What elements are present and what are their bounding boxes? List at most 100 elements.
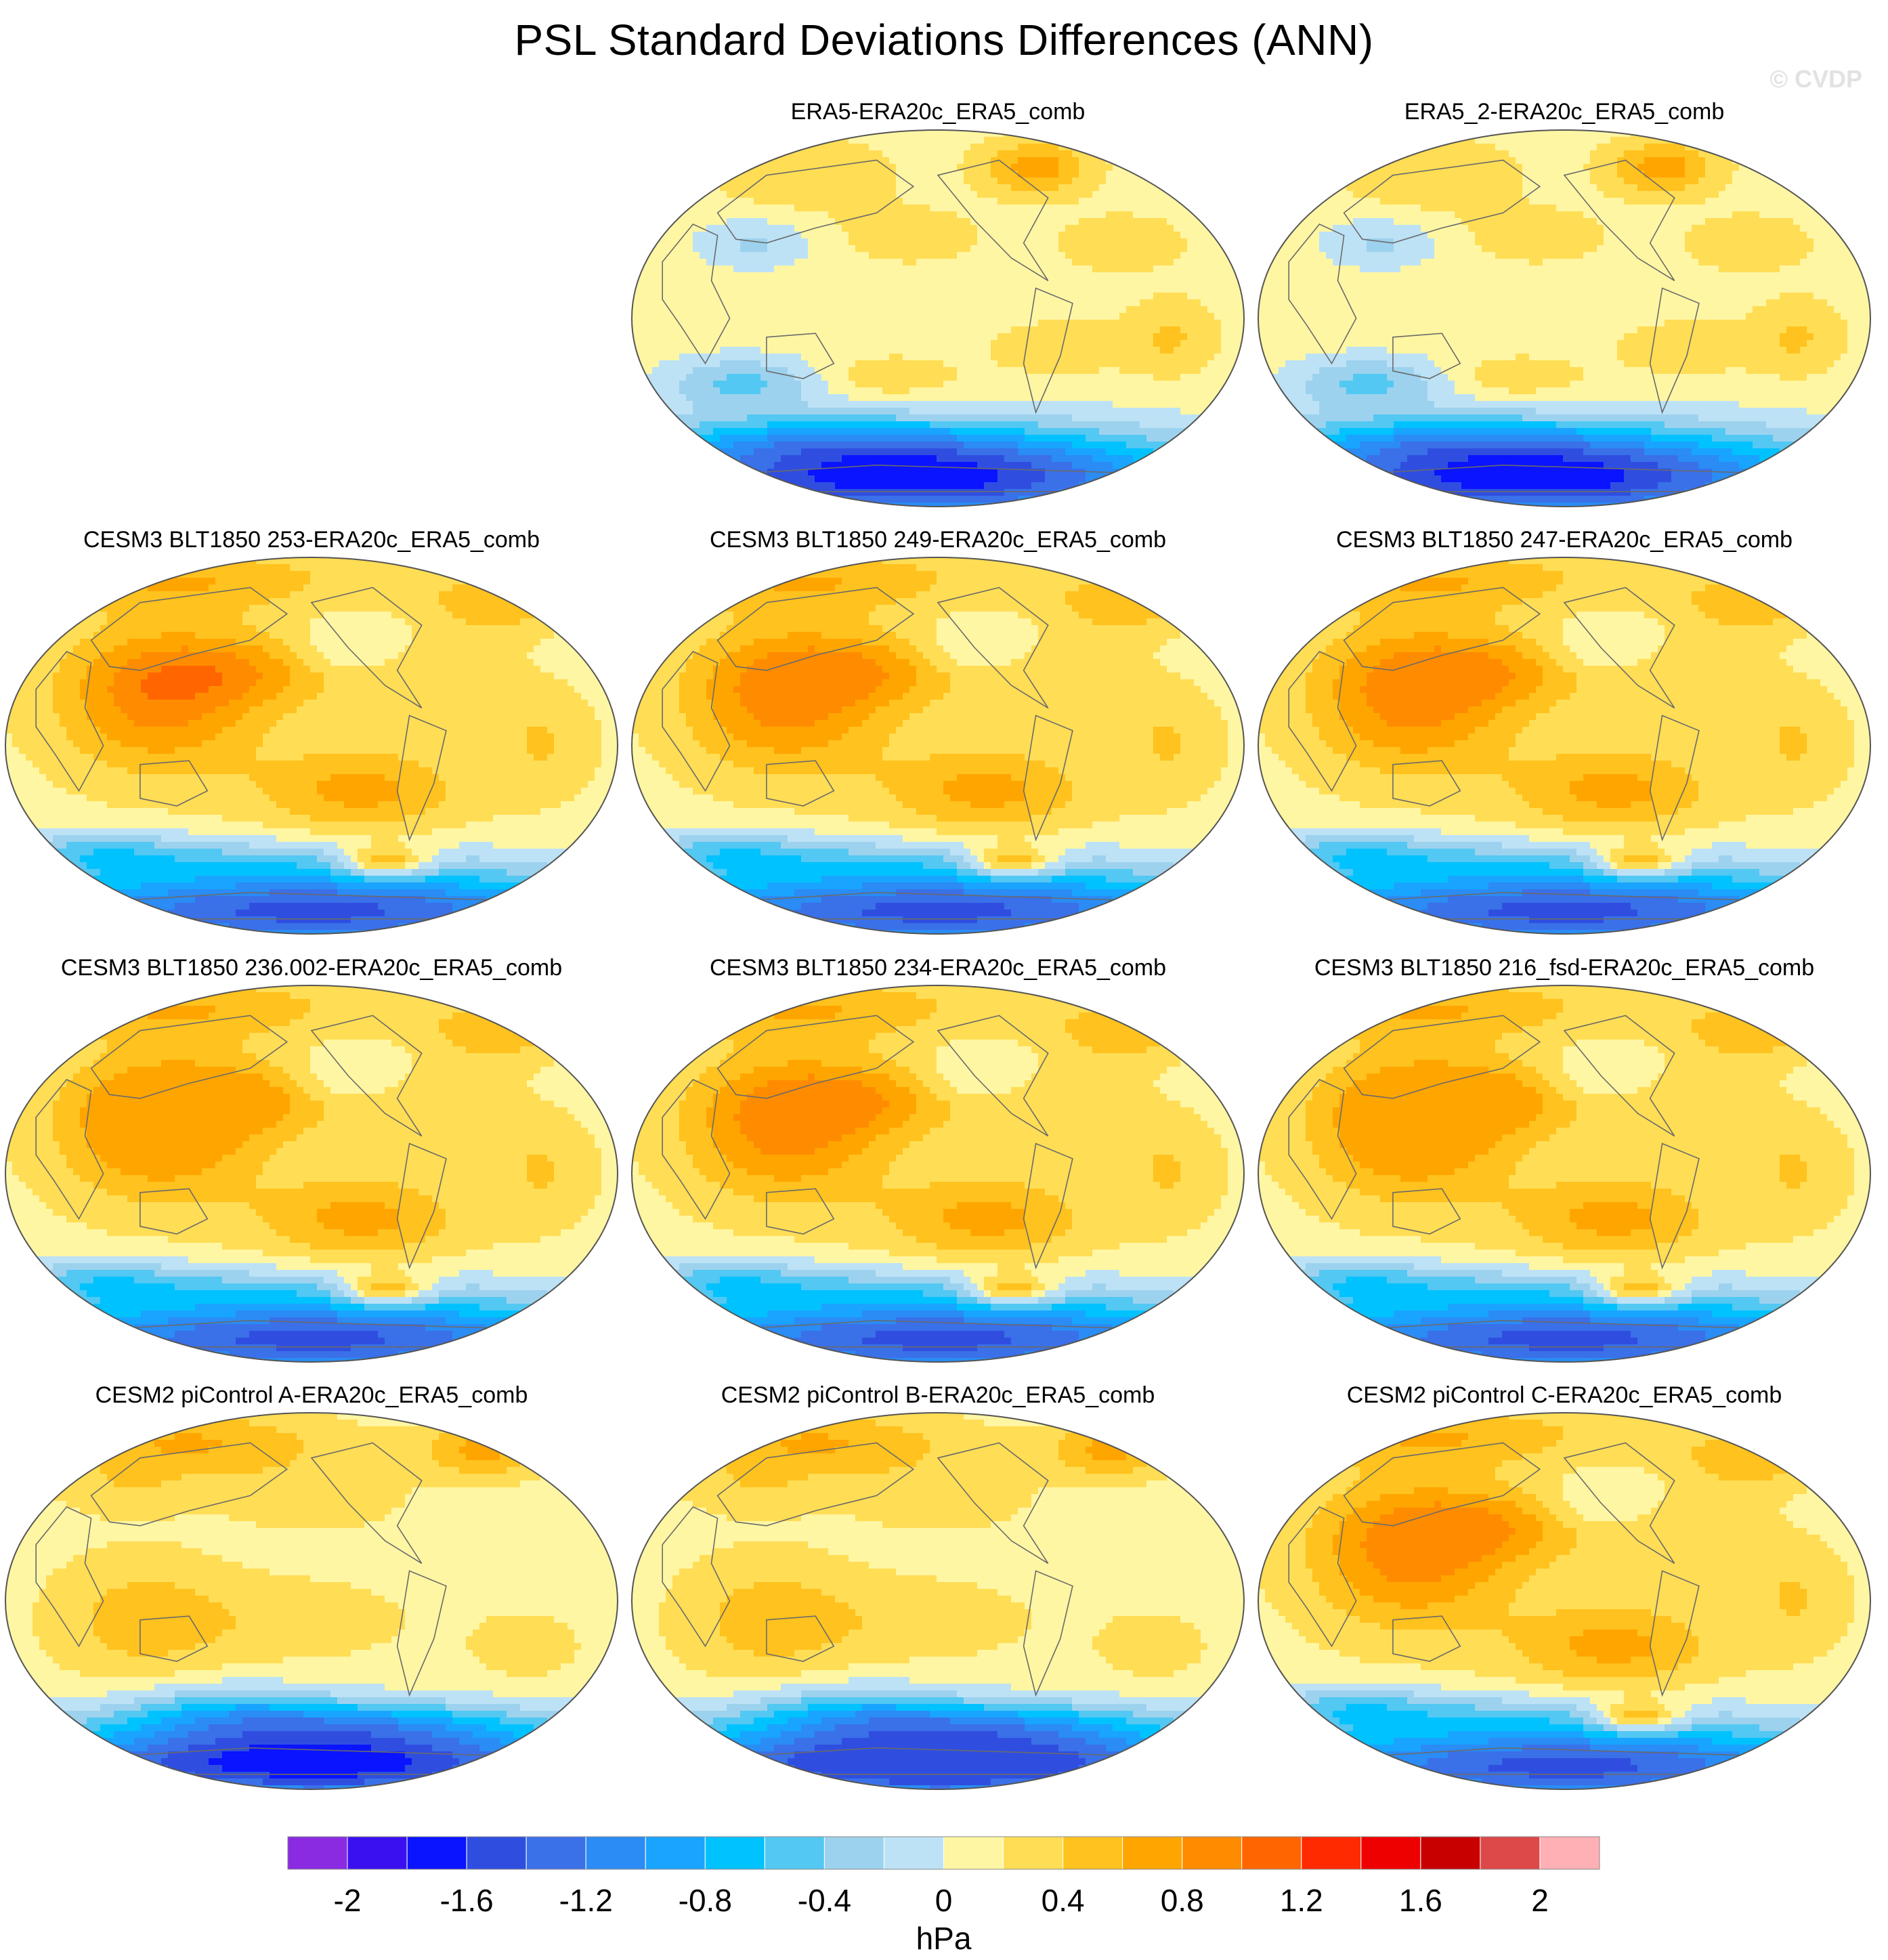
- heat-cell: [815, 265, 822, 273]
- heat-cell: [1133, 184, 1140, 192]
- heat-cell: [862, 279, 870, 286]
- heat-cell: [1119, 265, 1127, 273]
- heat-cell: [849, 279, 856, 286]
- heat-cell: [727, 401, 734, 408]
- heat-cell: [720, 225, 727, 232]
- heat-cell: [821, 428, 829, 435]
- heat-cell: [1160, 408, 1167, 415]
- heat-cell: [733, 462, 741, 469]
- heat-cell: [740, 482, 748, 490]
- heat-cell: [916, 489, 924, 496]
- heat-cell: [1025, 326, 1032, 334]
- heat-cell: [923, 218, 930, 226]
- heat-cell: [774, 408, 781, 415]
- heat-cell: [1072, 414, 1079, 422]
- heat-cell: [1072, 265, 1079, 273]
- heat-cell: [1187, 435, 1195, 442]
- heat-cell: [1018, 354, 1025, 361]
- heat-cell: [1126, 448, 1134, 456]
- heat-cell: [774, 177, 781, 185]
- heat-cell: [876, 421, 883, 429]
- heat-cell: [1031, 408, 1039, 415]
- heat-cell: [1119, 408, 1127, 415]
- heat-cell: [1133, 157, 1140, 165]
- heat-cell: [1038, 428, 1046, 435]
- heat-cell: [1004, 442, 1012, 449]
- heat-cell: [652, 428, 660, 435]
- heat-cell: [1126, 408, 1134, 415]
- heat-cell: [645, 191, 653, 198]
- heat-cell: [632, 381, 639, 388]
- heat-cell: [957, 340, 964, 347]
- heat-cell: [930, 435, 937, 442]
- heat-cell: [984, 171, 991, 178]
- heat-cell: [801, 320, 809, 327]
- heat-cell: [672, 137, 680, 144]
- heat-cell: [706, 259, 714, 266]
- heat-cell: [964, 232, 971, 239]
- heat-cell: [1207, 218, 1215, 226]
- heat-cell: [862, 218, 870, 226]
- heat-cell: [639, 489, 646, 496]
- heat-cell: [1221, 489, 1228, 496]
- heat-cell: [943, 320, 951, 327]
- heat-cell: [639, 442, 646, 449]
- heat-cell: [882, 347, 890, 354]
- heat-cell: [1011, 408, 1018, 415]
- heat-cell: [632, 414, 639, 422]
- heat-cell: [740, 232, 748, 239]
- heat-cell: [1207, 238, 1215, 246]
- heat-cell: [1146, 211, 1154, 219]
- heat-cell: [943, 408, 951, 415]
- heat-cell: [652, 232, 660, 239]
- heat-cell: [1201, 150, 1208, 158]
- heat-cell: [943, 313, 951, 320]
- heat-cell: [977, 469, 985, 476]
- heat-cell: [1018, 265, 1025, 273]
- heat-cell: [1153, 482, 1161, 490]
- heat-cell: [977, 150, 985, 158]
- heat-cell: [1065, 414, 1073, 422]
- heat-cell: [740, 144, 748, 151]
- heat-cell: [1011, 184, 1018, 192]
- heat-cell: [781, 489, 788, 496]
- heat-cell: [1133, 401, 1140, 408]
- heat-cell: [950, 286, 958, 293]
- heat-cell: [1221, 218, 1228, 226]
- heat-cell: [645, 299, 653, 307]
- heat-cell: [977, 320, 985, 327]
- heat-cell: [788, 252, 795, 259]
- heat-cell: [1086, 191, 1093, 198]
- heat-cell: [916, 313, 924, 320]
- heat-cell: [1113, 414, 1120, 422]
- heat-cell: [794, 232, 802, 239]
- heat-cell: [916, 408, 924, 415]
- heat-cell: [659, 218, 666, 226]
- heat-cell: [869, 482, 876, 490]
- heat-cell: [1038, 442, 1046, 449]
- heat-cell: [970, 401, 978, 408]
- heat-cell: [835, 211, 842, 219]
- heat-cell: [733, 360, 741, 368]
- heat-cell: [1214, 286, 1222, 293]
- heat-cell: [1119, 428, 1127, 435]
- heat-cell: [1113, 211, 1120, 219]
- heat-cell: [1011, 428, 1018, 435]
- heat-cell: [991, 191, 998, 198]
- heat-cell: [700, 401, 707, 408]
- heat-cell: [977, 225, 985, 232]
- heat-cell: [639, 408, 646, 415]
- heat-cell: [747, 279, 754, 286]
- heat-cell: [1092, 293, 1100, 300]
- heat-cell: [991, 211, 998, 219]
- heat-cell: [1180, 489, 1188, 496]
- heat-cell: [909, 191, 917, 198]
- heat-cell: [997, 205, 1005, 212]
- heat-cell: [767, 462, 775, 469]
- heat-cell: [950, 394, 958, 402]
- heat-cell: [882, 442, 890, 449]
- heat-cell: [1187, 489, 1195, 496]
- heat-cell: [849, 340, 856, 347]
- heat-cell: [1126, 150, 1134, 158]
- heat-cell: [720, 455, 727, 463]
